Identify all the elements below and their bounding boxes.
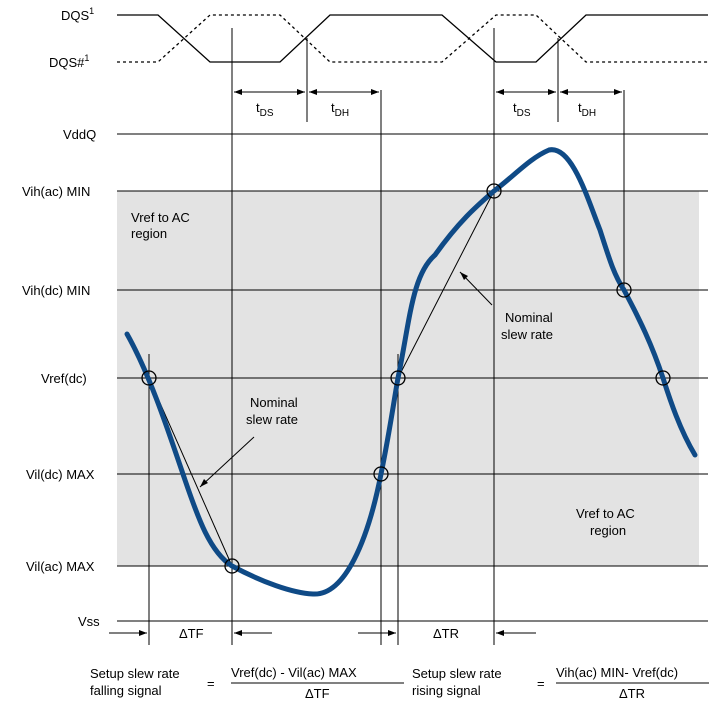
delta-tf-label: ΔTF [179,626,204,641]
nominal-rising-line2: slew rate [501,327,553,342]
timing-arrows [234,89,622,95]
dqs-waveform [117,14,708,63]
falling-formula-label-line2: falling signal [90,683,162,698]
falling-formula-denominator: ΔTF [305,686,330,701]
tdh-label-2: tDH [578,100,596,119]
rising-formula-label-line1: Setup slew rate [412,666,502,681]
nominal-rising-line1: Nominal [505,310,553,325]
lower-vref-to-ac-region [117,378,699,566]
vertical-guides [148,28,625,645]
rising-formula-denominator: ΔTR [619,686,645,701]
lower-region-label-line2: region [590,523,626,538]
tdh-label-1: tDH [331,100,349,119]
annotation-arrows [199,271,493,488]
crossing-markers [141,183,671,574]
delta-tr-label: ΔTR [433,626,459,641]
lower-region-label-line1: Vref to AC [576,506,635,521]
nominal-falling-line1: Nominal [250,395,298,410]
vih-dc-label: Vih(dc) MIN [22,283,90,298]
level-lines [117,133,708,622]
rising-formula-numerator: Vih(ac) MIN- Vref(dc) [556,665,678,680]
data-waveform [124,147,698,597]
falling-formula-equals: = [207,676,215,691]
rising-slew-formula: Setup slew rate rising signal = Vih(ac) … [412,665,709,701]
falling-formula-numerator: Vref(dc) - Vil(ac) MAX [231,665,357,680]
dqs-label: DQS1 [61,6,94,23]
upper-region-label-line2: region [131,226,167,241]
falling-formula-label-line1: Setup slew rate [90,666,180,681]
vih-ac-label: Vih(ac) MIN [22,184,90,199]
rising-formula-label-line2: rising signal [412,683,481,698]
delta-arrows [109,630,536,636]
nominal-falling-line2: slew rate [246,412,298,427]
upper-vref-to-ac-region [117,191,699,378]
vss-label: Vss [78,614,100,629]
vil-ac-label: Vil(ac) MAX [26,559,95,574]
rising-formula-equals: = [537,676,545,691]
vddq-label: VddQ [63,127,96,142]
vil-dc-label: Vil(dc) MAX [26,467,95,482]
tds-label-1: tDS [256,100,274,119]
upper-region-label-line1: Vref to AC [131,210,190,225]
falling-slew-formula: Setup slew rate falling signal = Vref(dc… [90,665,404,701]
tds-label-2: tDS [513,100,531,119]
vref-label: Vref(dc) [41,371,87,386]
dqs-n-label: DQS#1 [49,53,89,70]
